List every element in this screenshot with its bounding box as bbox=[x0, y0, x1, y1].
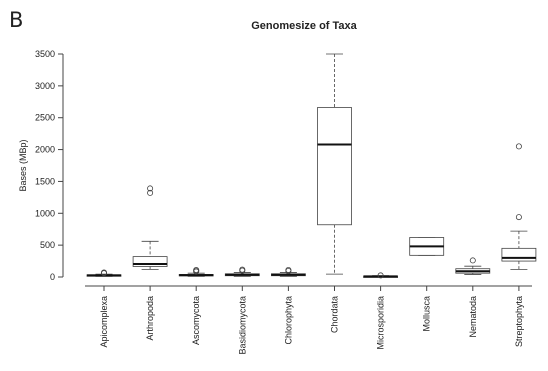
outlier-point bbox=[147, 189, 154, 196]
box-iqr bbox=[501, 247, 537, 262]
outlier-point bbox=[377, 272, 384, 279]
outlier-point bbox=[469, 257, 476, 264]
x-tick-label: Microsporidia bbox=[376, 296, 386, 350]
outlier-point bbox=[515, 214, 522, 221]
x-tick-label: Chordata bbox=[330, 296, 340, 333]
panel-label: B bbox=[9, 8, 24, 32]
y-tick-label: 500 bbox=[40, 240, 55, 250]
box-iqr bbox=[317, 107, 352, 226]
y-tick-label: 1500 bbox=[35, 176, 55, 186]
box-iqr bbox=[132, 256, 168, 267]
x-tick-label: Basidiomycota bbox=[237, 296, 247, 355]
y-tick-label: 2000 bbox=[35, 145, 55, 155]
outlier-point bbox=[285, 266, 292, 273]
x-tick-label: Apicomplexa bbox=[99, 296, 109, 348]
outlier-point bbox=[101, 269, 108, 276]
outlier-point bbox=[147, 185, 154, 192]
x-tick-label: Arthropoda bbox=[145, 296, 155, 341]
y-tick-label: 3500 bbox=[35, 49, 55, 59]
x-tick-label: Streptophyta bbox=[514, 296, 524, 347]
chart-title: Genomesize of Taxa bbox=[251, 20, 357, 32]
x-tick-label: Chlorophyta bbox=[283, 296, 293, 345]
x-tick-label: Mollusca bbox=[422, 296, 432, 332]
y-tick-label: 0 bbox=[50, 272, 55, 282]
outlier-point bbox=[193, 266, 200, 273]
x-tick-label: Ascomycota bbox=[191, 296, 201, 345]
outlier-point bbox=[515, 143, 522, 150]
x-tick-label: Nematoda bbox=[468, 296, 478, 338]
y-tick-label: 3000 bbox=[35, 81, 55, 91]
y-tick-label: 2500 bbox=[35, 113, 55, 123]
y-tick-label: 1000 bbox=[35, 208, 55, 218]
y-axis-label: Bases (MBp) bbox=[18, 139, 28, 191]
outlier-point bbox=[239, 266, 246, 273]
